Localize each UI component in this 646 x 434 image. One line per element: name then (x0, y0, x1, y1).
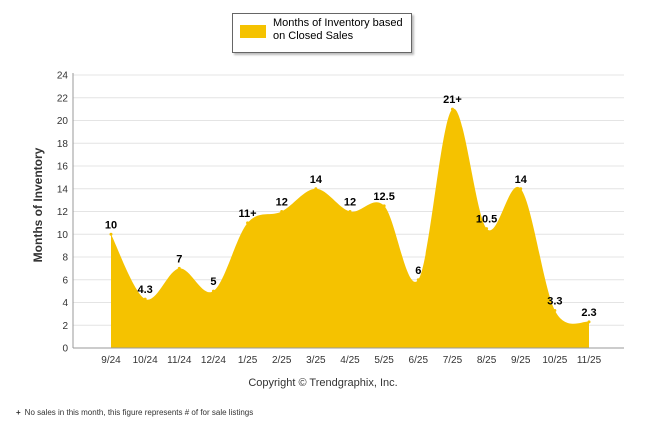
x-tick-label: 11/25 (577, 355, 602, 366)
x-tick-label: 8/25 (477, 355, 497, 366)
data-point (382, 204, 386, 208)
y-tick-label: 24 (57, 71, 69, 82)
x-tick-label: 12/24 (201, 355, 226, 366)
data-label: 10 (105, 219, 117, 231)
y-tick-label: 22 (57, 93, 69, 104)
x-tick-label: 5/25 (374, 355, 394, 366)
data-label: 6 (415, 265, 421, 277)
y-tick-label: 14 (57, 184, 69, 195)
data-label: 14 (515, 174, 528, 186)
data-point (314, 187, 318, 191)
data-label: 2.3 (581, 307, 596, 319)
y-tick-label: 2 (62, 321, 68, 332)
y-tick-label: 4 (62, 298, 68, 309)
x-tick-label: 9/24 (101, 355, 121, 366)
data-point (280, 210, 284, 213)
legend-swatch (240, 25, 266, 38)
data-labels: 10 4.3 7 5 11+ 12 14 12 12.5 6 21+ 10.5 14 3.3 2.3 (105, 94, 597, 319)
data-label: 21+ (443, 94, 462, 106)
legend: Months of Inventory based on Closed Sale… (232, 13, 412, 53)
data-label: 12 (276, 197, 288, 209)
copyright-text: Copyright © Trendgraphix, Inc. (248, 377, 398, 389)
x-tick-label: 1/25 (238, 355, 258, 366)
y-tick-label: 20 (57, 116, 69, 127)
y-tick-label: 8 (62, 253, 68, 264)
data-label: 10.5 (476, 214, 497, 226)
y-tick-label: 16 (57, 162, 69, 173)
x-tick-label: 3/25 (306, 355, 326, 366)
data-point (348, 210, 352, 213)
data-point (246, 221, 250, 225)
area-series (109, 107, 591, 348)
y-tick-label: 18 (57, 139, 69, 150)
data-point (211, 289, 215, 293)
data-label: 12.5 (373, 191, 394, 203)
x-tick-label: 10/25 (542, 355, 567, 366)
y-tick-label: 12 (57, 207, 69, 218)
data-point (143, 297, 147, 301)
footnote: + No sales in this month, this figure rep… (16, 408, 253, 417)
data-label: 5 (210, 276, 216, 288)
area-fill (111, 108, 589, 348)
data-point (519, 187, 523, 191)
data-point (485, 227, 489, 231)
x-tick-label: 2/25 (272, 355, 292, 366)
data-point (177, 266, 181, 270)
data-point (109, 232, 113, 236)
y-tick-label: 0 (62, 344, 68, 355)
y-tick-label: 6 (62, 275, 68, 286)
footnote-text: No sales in this month, this figure repr… (24, 408, 254, 417)
x-tick-label: 6/25 (409, 355, 429, 366)
legend-label: Months of Inventory based on Closed Sale… (273, 17, 403, 42)
x-tick-label: 9/25 (511, 355, 531, 366)
data-label: 11+ (239, 208, 257, 220)
x-tick-label: 7/25 (443, 355, 463, 366)
x-tick-label: 11/24 (167, 355, 192, 366)
y-axis-label: Months of Inventory (31, 147, 45, 262)
data-point (450, 107, 454, 111)
y-tick-label: 10 (57, 230, 69, 241)
data-point (587, 320, 591, 324)
footnote-mark: + (16, 408, 21, 417)
data-point (553, 308, 557, 312)
data-label: 7 (176, 253, 182, 265)
data-label: 4.3 (137, 284, 152, 296)
data-label: 12 (344, 197, 356, 209)
x-tick-label: 10/24 (133, 355, 158, 366)
x-tick-label: 4/25 (340, 355, 360, 366)
data-point (416, 278, 420, 282)
data-label: 14 (310, 174, 323, 186)
axes (72, 73, 624, 349)
data-label: 3.3 (547, 295, 562, 307)
x-tick-labels: 9/24 10/24 11/24 12/24 1/25 2/25 3/25 4/25 5/25 6… (101, 355, 601, 366)
